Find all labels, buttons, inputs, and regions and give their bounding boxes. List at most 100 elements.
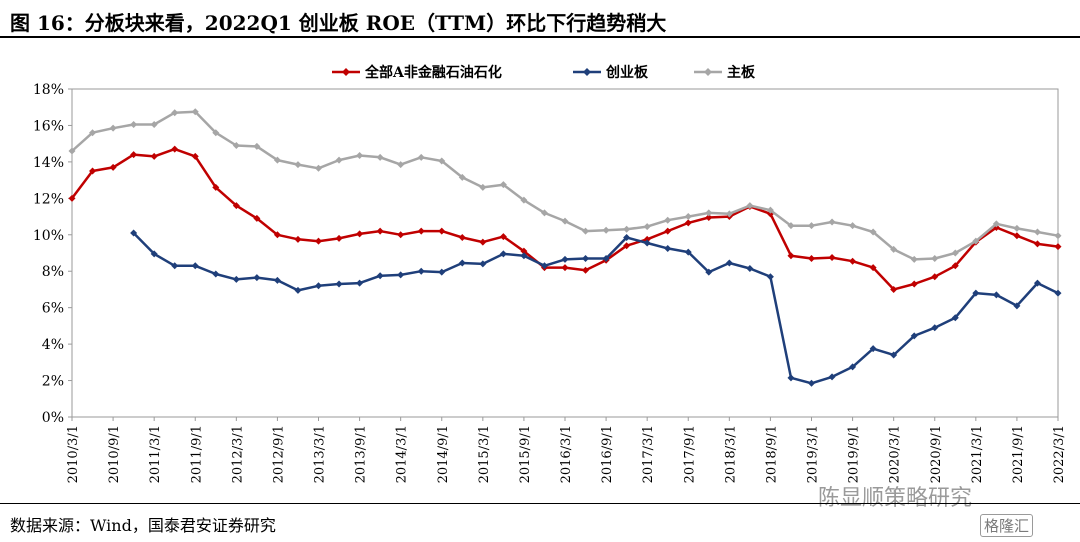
data-point [562, 256, 569, 263]
y-tick-label: 12% [33, 191, 64, 207]
y-tick-label: 6% [42, 301, 64, 317]
data-point [623, 226, 630, 233]
x-tick-label: 2021/3/1 [970, 425, 985, 483]
y-tick-label: 14% [33, 155, 64, 171]
plot-area [72, 89, 1058, 417]
data-point [397, 271, 404, 278]
data-point [787, 374, 794, 381]
data-point [664, 217, 671, 224]
legend-item-1: 全部A非金融石油石化 [332, 64, 502, 81]
series-layer [69, 108, 1062, 387]
data-point [315, 282, 322, 289]
series-2 [130, 229, 1061, 386]
x-tick-label: 2010/9/1 [107, 425, 122, 483]
data-point [192, 262, 199, 269]
legend-label: 主板 [727, 64, 756, 81]
x-tick-label: 2020/9/1 [929, 425, 944, 483]
data-point [726, 260, 733, 267]
legend-item-3: 主板 [694, 64, 756, 81]
x-tick-label: 2016/9/1 [600, 425, 615, 483]
watermark-text: 陈显顺策略研究 [818, 480, 972, 512]
data-point [603, 227, 610, 234]
data-point [746, 265, 753, 272]
data-point [356, 152, 363, 159]
y-tick-label: 16% [33, 118, 64, 134]
data-point [130, 121, 137, 128]
x-tick-label: 2020/3/1 [888, 425, 903, 483]
x-tick-label: 2015/9/1 [518, 425, 533, 483]
y-tick-label: 4% [42, 337, 64, 353]
data-point [418, 268, 425, 275]
data-point [849, 258, 856, 265]
data-point [459, 234, 466, 241]
data-point [459, 260, 466, 267]
data-point [336, 157, 343, 164]
data-point [808, 255, 815, 262]
data-point [151, 153, 158, 160]
x-tick-label: 2021/9/1 [1011, 425, 1026, 483]
data-point [294, 161, 301, 168]
x-tick-label: 2018/9/1 [764, 425, 779, 483]
data-point [377, 154, 384, 161]
data-point [1013, 232, 1020, 239]
x-tick-label: 2013/9/1 [354, 425, 369, 483]
legend-swatch-marker [704, 68, 712, 76]
data-point [767, 273, 774, 280]
data-point [664, 245, 671, 252]
data-point [1034, 240, 1041, 247]
series-line [134, 233, 1058, 383]
legend-swatch-marker [583, 68, 591, 76]
data-point [808, 380, 815, 387]
y-tick-label: 2% [42, 374, 64, 390]
data-point [911, 280, 918, 287]
data-point [705, 209, 712, 216]
x-tick-label: 2015/3/1 [477, 425, 492, 483]
legend-label: 创业板 [605, 64, 649, 81]
data-point [562, 264, 569, 271]
legend-label: 全部A非金融石油石化 [364, 64, 502, 81]
data-point [418, 228, 425, 235]
line-chart: 全部A非金融石油石化 创业板 主板 0%2%4%6%8%10%12%14%16%18… [0, 0, 1080, 500]
data-point [233, 276, 240, 283]
x-tick-label: 2014/9/1 [436, 425, 451, 483]
legend-swatch-marker [342, 68, 350, 76]
y-axis: 0%2%4%6%8%10%12%14%16%18% [33, 82, 72, 426]
data-point [377, 228, 384, 235]
data-point [294, 236, 301, 243]
x-tick-label: 2014/3/1 [395, 425, 410, 483]
series-line [72, 112, 1058, 260]
y-tick-label: 18% [33, 82, 64, 98]
data-point [110, 125, 117, 132]
data-point [644, 223, 651, 230]
data-point [664, 228, 671, 235]
y-tick-label: 0% [42, 410, 64, 426]
data-point [479, 239, 486, 246]
x-tick-label: 2011/3/1 [148, 425, 163, 483]
data-point [1013, 225, 1020, 232]
x-tick-label: 2019/3/1 [806, 425, 821, 483]
data-point [356, 280, 363, 287]
data-point [336, 280, 343, 287]
x-tick-label: 2010/3/1 [66, 425, 81, 483]
watermark-logo: 格隆汇 [980, 514, 1033, 537]
x-tick-label: 2016/3/1 [559, 425, 574, 483]
data-point [397, 231, 404, 238]
x-tick-label: 2019/9/1 [847, 425, 862, 483]
legend: 全部A非金融石油石化 创业板 主板 [332, 64, 756, 81]
data-point [829, 219, 836, 226]
data-point [1055, 232, 1062, 239]
legend-item-2: 创业板 [573, 64, 649, 81]
x-tick-label: 2012/9/1 [271, 425, 286, 483]
data-point [418, 154, 425, 161]
data-point [315, 238, 322, 245]
data-point [356, 230, 363, 237]
data-point [315, 165, 322, 172]
data-point [1034, 229, 1041, 236]
data-point [253, 274, 260, 281]
data-point [582, 255, 589, 262]
x-tick-label: 2022/3/1 [1052, 425, 1067, 483]
x-tick-label: 2017/9/1 [682, 425, 697, 483]
data-point [685, 219, 692, 226]
data-point [931, 255, 938, 262]
data-point [829, 254, 836, 261]
